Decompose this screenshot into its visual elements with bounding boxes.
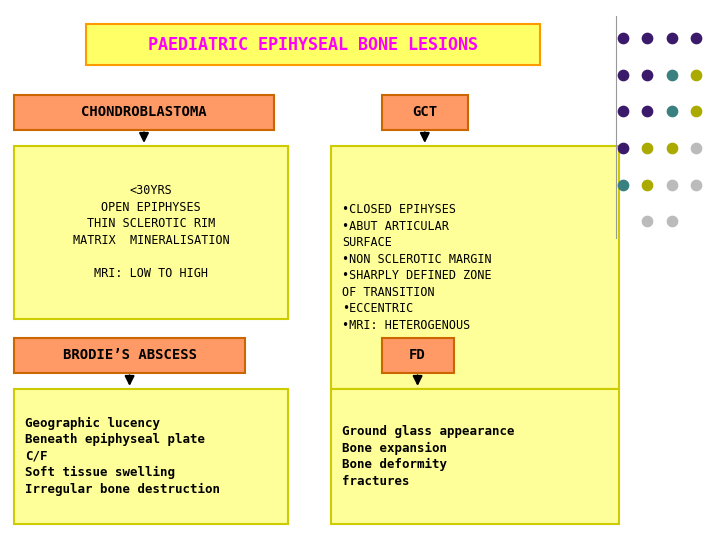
Text: •CLOSED EPIHYSES
•ABUT ARTICULAR
SURFACE
•NON SCLEROTIC MARGIN
•SHARPLY DEFINED : •CLOSED EPIHYSES •ABUT ARTICULAR SURFACE… (342, 203, 492, 332)
Point (642, 144, 653, 152)
Point (642, 70, 653, 79)
Text: Geographic lucency
Beneath epiphyseal plate
C/F
Soft tissue swelling
Irregular b: Geographic lucency Beneath epiphyseal pl… (25, 416, 220, 496)
Text: Ground glass appearance
Bone expansion
Bone deformity
fractures: Ground glass appearance Bone expansion B… (342, 425, 515, 488)
Point (666, 70, 678, 79)
Point (690, 33, 702, 42)
Point (666, 33, 678, 42)
Point (617, 144, 629, 152)
Point (690, 180, 702, 189)
FancyBboxPatch shape (382, 338, 454, 373)
Point (690, 107, 702, 116)
Text: BRODIE’S ABSCESS: BRODIE’S ABSCESS (63, 348, 197, 362)
FancyBboxPatch shape (331, 146, 619, 389)
FancyBboxPatch shape (86, 24, 540, 65)
Point (666, 180, 678, 189)
Point (642, 107, 653, 116)
Point (666, 144, 678, 152)
Point (617, 107, 629, 116)
Point (617, 180, 629, 189)
Point (690, 144, 702, 152)
Point (642, 217, 653, 226)
Text: PAEDIATRIC EPIHYSEAL BONE LESIONS: PAEDIATRIC EPIHYSEAL BONE LESIONS (148, 36, 478, 53)
Point (666, 107, 678, 116)
Text: GCT: GCT (413, 105, 437, 119)
Point (617, 33, 629, 42)
Point (642, 33, 653, 42)
FancyBboxPatch shape (14, 389, 288, 524)
FancyBboxPatch shape (331, 389, 619, 524)
Point (690, 70, 702, 79)
FancyBboxPatch shape (14, 338, 245, 373)
FancyBboxPatch shape (14, 146, 288, 319)
Text: FD: FD (409, 348, 426, 362)
Text: <30YRS
OPEN EPIPHYSES
THIN SCLEROTIC RIM
MATRIX  MINERALISATION

MRI: LOW TO HIG: <30YRS OPEN EPIPHYSES THIN SCLEROTIC RIM… (73, 185, 230, 280)
Point (666, 217, 678, 226)
Point (617, 70, 629, 79)
FancyBboxPatch shape (14, 94, 274, 130)
Point (642, 180, 653, 189)
FancyBboxPatch shape (382, 94, 468, 130)
Text: CHONDROBLASTOMA: CHONDROBLASTOMA (81, 105, 207, 119)
